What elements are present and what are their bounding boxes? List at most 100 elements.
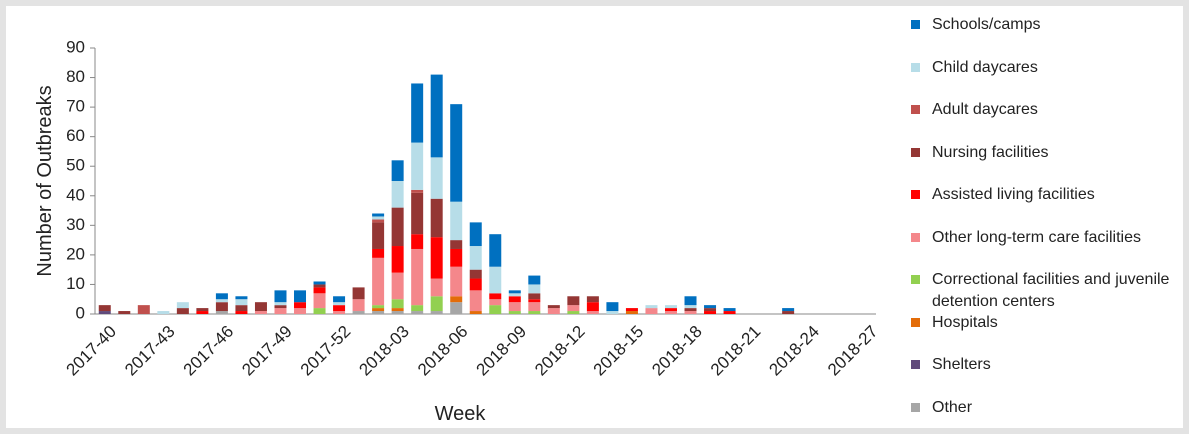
bar-segment [450,248,463,267]
bar-segment [684,308,697,312]
bar-segment [411,189,424,193]
bar-segment [430,198,443,238]
bar-segment [98,305,111,312]
bar-segment [528,275,541,285]
bar-segment [411,311,424,314]
bar-segment [254,311,267,314]
y-tick-label: 90 [66,37,85,56]
bar-segment [391,160,404,181]
bar-segment [157,311,170,314]
bar-segment [606,311,619,314]
bar-segment [372,305,385,309]
bar-segment [333,296,346,303]
bar-segment [411,248,424,306]
x-axis-title: Week [435,403,487,425]
bar-segment [274,308,287,314]
bar-segment [391,272,404,300]
y-tick-label: 0 [76,303,85,322]
bar-segment [430,296,443,312]
x-tick-label: 2018-03 [355,322,413,380]
bar-segment [469,246,482,270]
x-tick-label: 2018-15 [590,322,648,380]
bar-segment [586,296,599,303]
legend-swatch [911,317,920,327]
bar-segment [333,305,346,312]
bar-segment [235,311,248,314]
x-tick-label: 2018-09 [473,322,531,380]
bar-segment [704,308,717,312]
bar-segment [430,278,443,297]
bar-segment [430,74,443,158]
bar-segment [489,234,502,267]
chart: Week Number of Outbreaks 0 10 20 30 40 50 60 70… [34,37,882,425]
bar-segment [450,240,463,249]
bar-segment [235,299,248,306]
bar-segment [430,237,443,279]
bar-segment [274,302,287,306]
bar-segment [723,311,736,314]
y-tick-label: 10 [66,274,85,293]
legend-label: Shelters [932,356,991,373]
bar-segment [625,311,638,314]
bar-segment [450,266,463,297]
legend-item: Shelters [911,354,1181,376]
legend-item: Nursing facilities [911,142,1181,164]
bar-segment [528,284,541,294]
bar-segment [372,213,385,217]
bar-segment [274,290,287,303]
legend-label: Schools/camps [932,16,1041,33]
bar-segment [567,296,580,306]
bar-segment [98,311,111,314]
bar-segment [567,311,580,314]
bar-segment [411,192,424,235]
bar-segment [508,311,521,314]
bar-segment [391,311,404,314]
bar-segment [704,305,717,309]
chart-panel: Week Number of Outbreaks 0 10 20 30 40 50 60 70… [6,6,1183,428]
bar-segment [664,308,677,312]
legend-label: Nursing facilities [932,143,1049,161]
legend-label: Correctional facilities and juvenile det… [932,271,1170,310]
bar-segment [411,142,424,190]
bar-segment [176,302,189,309]
bar-segment [469,278,482,291]
bar-segment [586,311,599,314]
bar-segment [215,299,228,303]
bar-segment [372,311,385,314]
legend-item: Schools/camps [911,14,1181,36]
bar-segment [450,296,463,303]
bar-segment [684,311,697,314]
legend-swatch [911,402,920,412]
legend-swatch [911,62,920,72]
bar-segment [489,293,502,300]
bar-segment [645,305,658,309]
bar-segment [684,305,697,309]
bar-segment [547,308,560,314]
legend-swatch [911,20,920,29]
bar-segment [352,287,365,300]
x-tick-label: 2018-12 [531,322,589,380]
bar-segment [391,246,404,273]
bar-segment [489,266,502,294]
bar-segment [625,308,638,312]
bar-segment [782,308,795,312]
bar-segment [215,302,228,312]
legend-item: Correctional facilities and juvenile det… [911,269,1181,313]
bar-segment [391,308,404,312]
bar-segment [333,302,346,306]
bar-segment [313,281,326,285]
bar-segment [664,311,677,314]
bar-segment [489,299,502,306]
y-tick-label: 30 [66,215,85,234]
bar-segment [450,104,463,202]
bar-segment [508,293,521,297]
bar-segment [372,219,385,223]
x-tick-label: 2017-43 [121,322,179,380]
bar-segment [313,287,326,294]
bar-segment [294,308,307,314]
y-tick-label: 50 [66,156,85,175]
bar-segment [704,311,717,314]
bar-segment [450,302,463,314]
bar-segment [782,311,795,314]
bar-segment [391,181,404,208]
